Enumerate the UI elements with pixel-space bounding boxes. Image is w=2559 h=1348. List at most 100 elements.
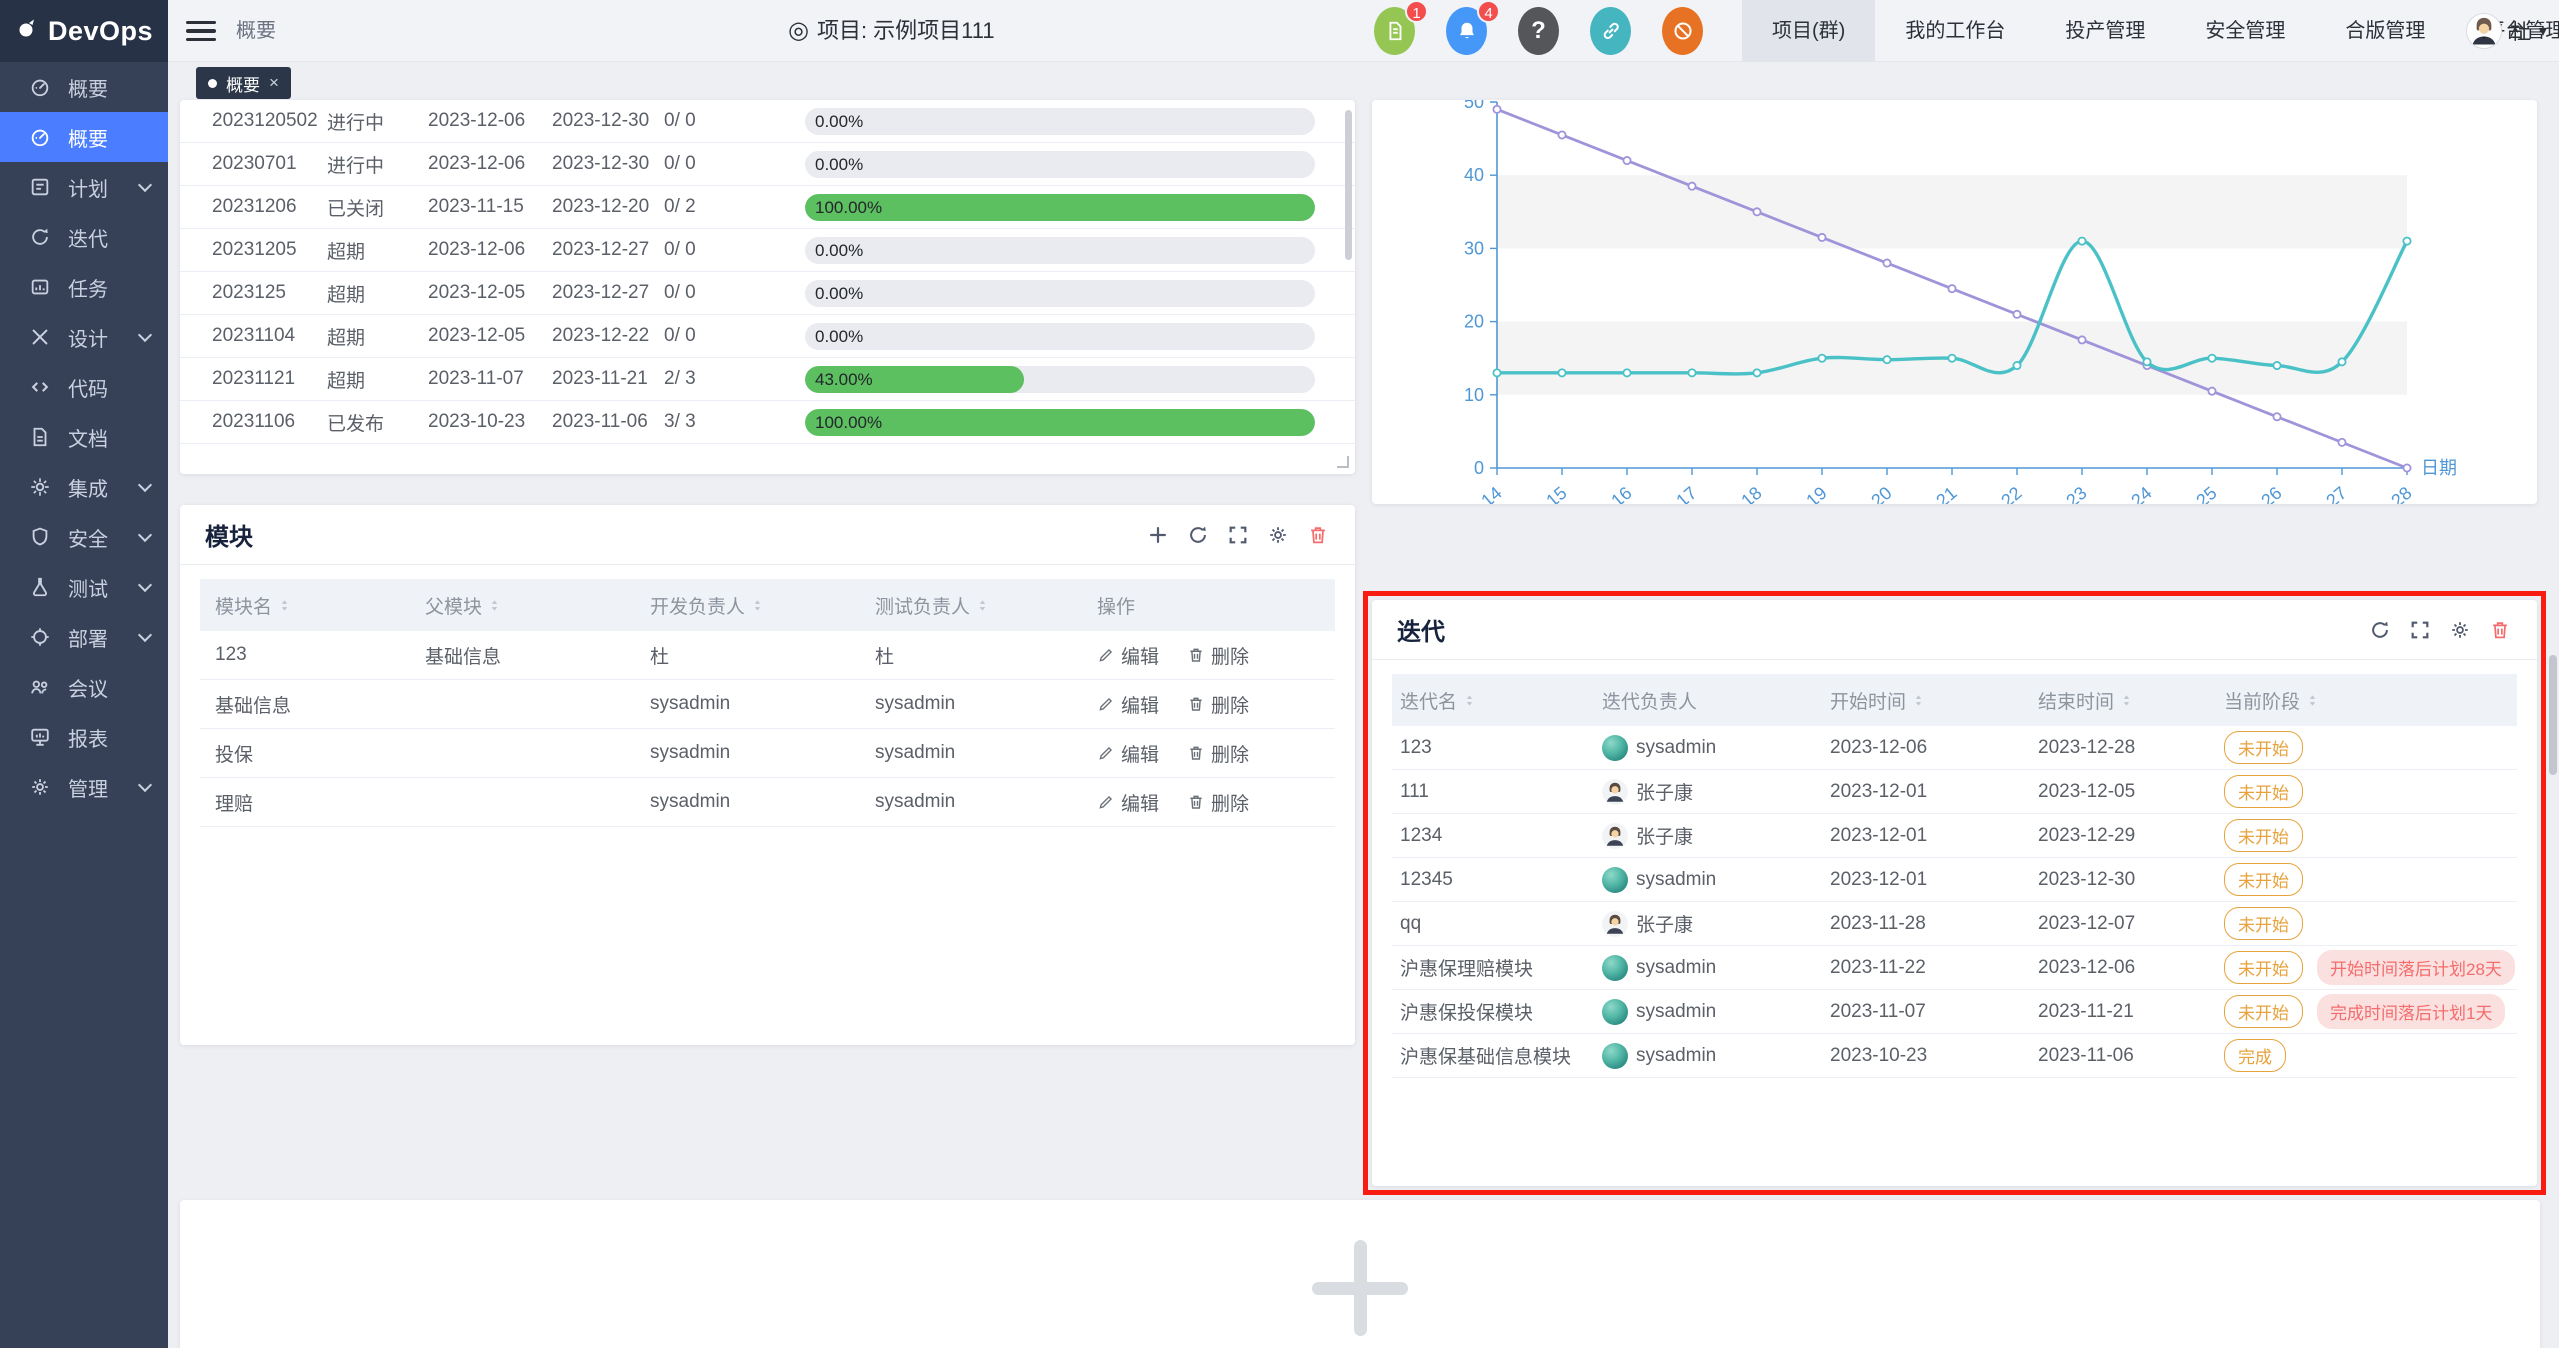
trash-icon[interactable] <box>1305 522 1330 547</box>
owner-name: 张子康 <box>1636 822 1693 849</box>
iteration-row[interactable]: 12345sysadmin2023-12-012023-12-30未开始 <box>1392 858 2517 902</box>
owner-name: sysadmin <box>1636 1001 1716 1023</box>
milestone-row[interactable]: 2023120502进行中2023-12-062023-12-300/ 00.0… <box>180 100 1355 143</box>
milestone-start-date: 2023-12-05 <box>428 325 552 347</box>
sort-icon[interactable] <box>2306 692 2319 709</box>
sidebar-item-1[interactable]: 概要 <box>0 62 168 112</box>
sort-icon[interactable] <box>2120 692 2133 709</box>
nav-tab-3[interactable]: 投产管理 <box>2035 0 2175 62</box>
sidebar-item-14[interactable]: 报表 <box>0 712 168 762</box>
help-icon[interactable]: ? <box>1518 7 1559 55</box>
iteration-row[interactable]: 111张子康2023-12-012023-12-05未开始 <box>1392 770 2517 814</box>
owner-name: 张子康 <box>1636 778 1693 805</box>
link-icon[interactable] <box>1590 7 1631 55</box>
close-icon[interactable]: × <box>269 73 279 93</box>
page-scrollbar[interactable] <box>2549 655 2557 775</box>
delete-button[interactable]: 删除 <box>1187 691 1249 718</box>
gear-icon[interactable] <box>2447 617 2472 642</box>
app-logo[interactable]: DevOps <box>0 0 168 62</box>
sort-icon[interactable] <box>488 597 501 614</box>
nav-tab-5[interactable]: 合版管理 <box>2315 0 2455 62</box>
sidebar-item-10[interactable]: 安全 <box>0 512 168 562</box>
sidebar-item-13[interactable]: 会议 <box>0 662 168 712</box>
delete-button[interactable]: 删除 <box>1187 740 1249 767</box>
sidebar-item-9[interactable]: 集成 <box>0 462 168 512</box>
module-name: 123 <box>200 644 425 666</box>
refresh-icon[interactable] <box>1185 522 1210 547</box>
nav-tab-2[interactable]: 我的工作台 <box>1875 0 2035 62</box>
milestone-status: 超期 <box>327 280 428 307</box>
nav-tab-4[interactable]: 安全管理 <box>2175 0 2315 62</box>
sidebar-toggle-button[interactable] <box>186 16 216 46</box>
table-row[interactable]: 投保sysadminsysadmin编辑删除 <box>200 729 1335 778</box>
add-widget-button[interactable] <box>1312 1240 1408 1336</box>
sort-icon[interactable] <box>976 597 989 614</box>
iteration-row[interactable]: 沪惠保理赔模块sysadmin2023-11-222023-12-06未开始开始… <box>1392 946 2517 990</box>
refresh-icon[interactable] <box>2367 617 2392 642</box>
iteration-row[interactable]: 沪惠保投保模块sysadmin2023-11-072023-11-21未开始完成… <box>1392 990 2517 1034</box>
sort-icon[interactable] <box>278 597 291 614</box>
sidebar-item-12[interactable]: 部署 <box>0 612 168 662</box>
milestone-id: 2023125 <box>212 282 327 304</box>
file-icon[interactable]: 1 <box>1374 7 1415 55</box>
fullscreen-icon[interactable] <box>2407 617 2432 642</box>
iteration-end-date: 2023-12-07 <box>2038 913 2224 935</box>
sidebar-item-label: 部署 <box>68 623 108 652</box>
module-dev-owner: 杜 <box>650 642 875 669</box>
sidebar-item-2[interactable]: 概要 <box>0 112 168 162</box>
edit-button[interactable]: 编辑 <box>1097 642 1159 669</box>
milestone-row[interactable]: 20231121超期2023-11-072023-11-212/ 343.00% <box>180 358 1355 401</box>
meet-icon <box>28 675 52 699</box>
plus-icon[interactable] <box>1145 522 1170 547</box>
panel-title: 模块 <box>205 517 253 552</box>
milestone-row[interactable]: 20231104超期2023-12-052023-12-220/ 00.00% <box>180 315 1355 358</box>
sidebar-item-11[interactable]: 测试 <box>0 562 168 612</box>
sort-icon[interactable] <box>751 597 764 614</box>
bell-icon[interactable]: 4 <box>1446 7 1487 55</box>
delete-button[interactable]: 删除 <box>1187 789 1249 816</box>
user-menu[interactable]: 杜 ▾ <box>2466 0 2547 62</box>
sidebar-item-15[interactable]: 管理 <box>0 762 168 812</box>
ideal-point <box>1688 183 1695 190</box>
panel-scrollbar[interactable] <box>1345 110 1352 260</box>
delete-button[interactable]: 删除 <box>1187 642 1249 669</box>
milestone-row[interactable]: 20231206已关闭2023-11-152023-12-200/ 2100.0… <box>180 186 1355 229</box>
sidebar-item-4[interactable]: 迭代 <box>0 212 168 262</box>
block-icon[interactable] <box>1662 7 1703 55</box>
sort-icon[interactable] <box>1463 692 1476 709</box>
iteration-row[interactable]: 123sysadmin2023-12-062023-12-28未开始 <box>1392 726 2517 770</box>
column-header: 开始时间 <box>1830 687 2038 714</box>
sidebar-item-3[interactable]: 计划 <box>0 162 168 212</box>
sort-icon[interactable] <box>1912 692 1925 709</box>
nav-tab-1[interactable]: 项目(群) <box>1742 0 1875 62</box>
milestone-row[interactable]: 2023125超期2023-12-052023-12-270/ 00.00% <box>180 272 1355 315</box>
sidebar-item-7[interactable]: 代码 <box>0 362 168 412</box>
iteration-end-date: 2023-12-29 <box>2038 825 2224 847</box>
edit-button[interactable]: 编辑 <box>1097 740 1159 767</box>
trash-icon[interactable] <box>2487 617 2512 642</box>
table-row[interactable]: 123基础信息杜杜编辑删除 <box>200 631 1335 680</box>
open-tab-chip[interactable]: 概要 × <box>196 67 291 99</box>
iteration-row[interactable]: 1234张子康2023-12-012023-12-29未开始 <box>1392 814 2517 858</box>
table-row[interactable]: 基础信息sysadminsysadmin编辑删除 <box>200 680 1335 729</box>
milestone-row[interactable]: 20230701进行中2023-12-062023-12-300/ 00.00% <box>180 143 1355 186</box>
table-row[interactable]: 理赔sysadminsysadmin编辑删除 <box>200 778 1335 827</box>
edit-button[interactable]: 编辑 <box>1097 789 1159 816</box>
milestone-row[interactable]: 20231106已发布2023-10-232023-11-063/ 3100.0… <box>180 401 1355 444</box>
gear-icon[interactable] <box>1265 522 1290 547</box>
sidebar-item-5[interactable]: 任务 <box>0 262 168 312</box>
iteration-row[interactable]: 沪惠保基础信息模块sysadmin2023-10-232023-11-06完成 <box>1392 1034 2517 1078</box>
milestone-count: 2/ 3 <box>664 368 805 390</box>
iteration-row[interactable]: qq张子康2023-11-282023-12-07未开始 <box>1392 902 2517 946</box>
edit-button[interactable]: 编辑 <box>1097 691 1159 718</box>
sidebar-item-label: 迭代 <box>68 223 108 252</box>
sidebar-item-6[interactable]: 设计 <box>0 312 168 362</box>
sidebar-item-8[interactable]: 文档 <box>0 412 168 462</box>
x-tick-label: 2023-12-14 <box>1422 483 1505 504</box>
grid-band <box>1497 175 2407 248</box>
burndown-chart[interactable]: 010203040502023-12-142023-12-152023-12-1… <box>1372 100 2537 504</box>
milestone-row[interactable]: 20231205超期2023-12-062023-12-270/ 00.00% <box>180 229 1355 272</box>
resize-grip[interactable] <box>1337 456 1349 468</box>
milestone-count: 0/ 0 <box>664 239 805 261</box>
fullscreen-icon[interactable] <box>1225 522 1250 547</box>
